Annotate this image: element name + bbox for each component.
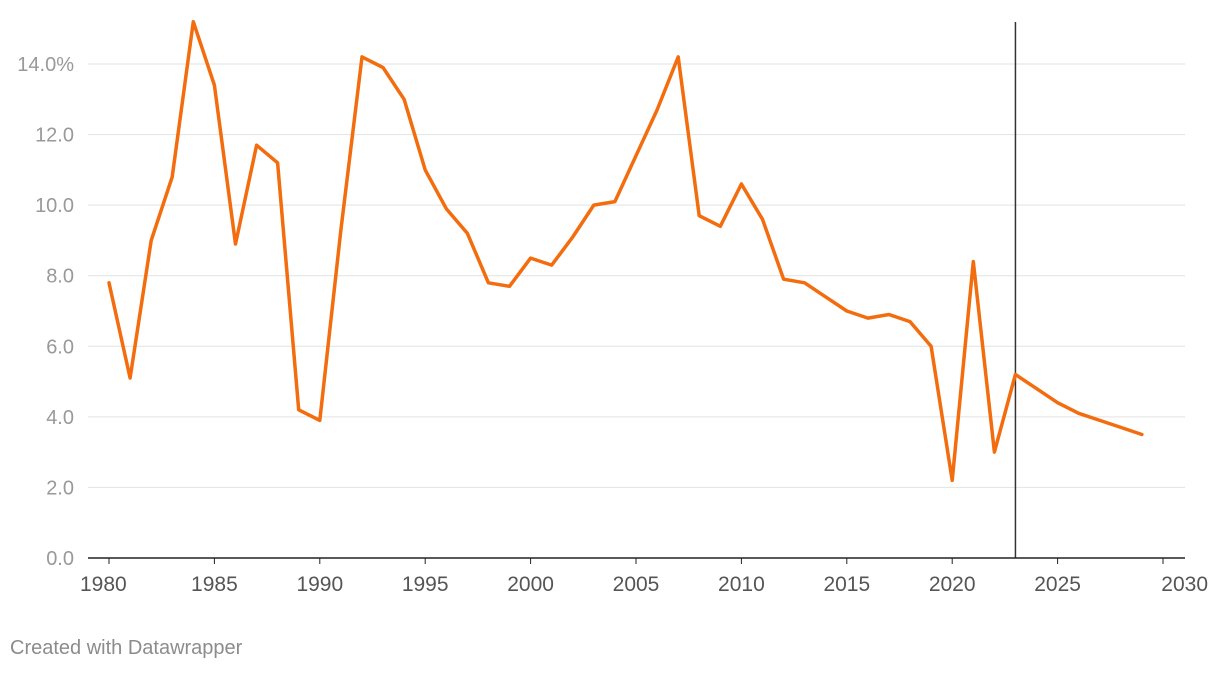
x-tick-label: 2020 (929, 573, 976, 596)
y-tick-label: 10.0 (35, 195, 74, 217)
datawrapper-credit: Created with Datawrapper (10, 637, 243, 659)
y-tick-label: 2.0 (46, 477, 74, 499)
x-tick-label: 1985 (191, 573, 238, 596)
x-tick-label: 2005 (613, 573, 660, 596)
x-tick-label: 1990 (296, 573, 343, 596)
x-tick-label: 2025 (1034, 573, 1081, 596)
line-chart: 0.0 2.0 4.0 6.0 8.0 10.0 12.0 14.0% 1980 1985 199… (17, 19, 1208, 596)
x-tick-label: 2015 (823, 573, 870, 596)
x-tick-label: 2000 (507, 573, 554, 596)
y-tick-label: 4.0 (46, 407, 74, 429)
x-tick-label: 1980 (80, 573, 127, 596)
x-tick-label: 2030 (1161, 573, 1208, 596)
y-tick-label: 8.0 (46, 266, 74, 288)
y-tick-label: 14.0% (17, 54, 74, 76)
y-tick-label: 12.0 (35, 125, 74, 147)
x-axis-tick-labels: 1980 1985 1990 1995 2000 2005 2010 2015 2020 2025… (80, 558, 1208, 596)
x-tick-label: 1995 (402, 573, 449, 596)
y-tick-label: 6.0 (46, 336, 74, 358)
series-line-layer (107, 19, 1144, 483)
x-tick-label: 2010 (718, 573, 765, 596)
y-axis-tick-labels: 0.0 2.0 4.0 6.0 8.0 10.0 12.0 14.0% (17, 54, 74, 570)
y-tick-label: 0.0 (46, 548, 74, 570)
series-line-0 (107, 19, 1144, 483)
gridlines (88, 63, 1185, 488)
